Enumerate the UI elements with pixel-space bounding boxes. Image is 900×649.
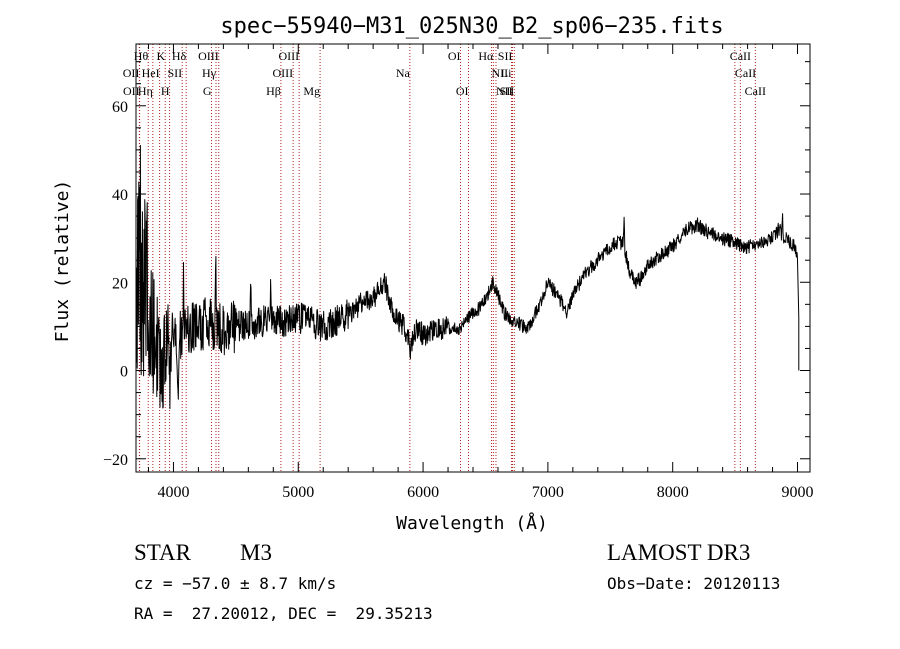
- line-marker-label: Hα: [478, 49, 494, 63]
- x-tick-label: 7000: [532, 484, 564, 501]
- line-markers: [138, 44, 756, 472]
- survey-name: LAMOST DR3: [607, 540, 750, 565]
- x-tick-label: 6000: [407, 484, 439, 501]
- line-marker-label: Na: [396, 66, 411, 80]
- y-tick-label: 60: [112, 99, 128, 116]
- observation-date: Obs−Date: 20120113: [607, 574, 780, 593]
- spectrum-line: [135, 145, 800, 410]
- line-marker-label: OII: [123, 84, 140, 98]
- y-tick-label: 40: [112, 187, 128, 204]
- line-marker-label: Hη: [138, 84, 153, 98]
- x-axis-label: Wavelength (Å): [396, 512, 548, 534]
- line-marker-label: HeI: [142, 66, 160, 80]
- line-marker-label: OII: [123, 66, 140, 80]
- line-marker-label: NII: [491, 66, 508, 80]
- x-tick-label: 8000: [657, 484, 689, 501]
- x-tick-labels: 4000 5000 6000 7000 8000 9000: [157, 484, 813, 501]
- y-tick-label: 0: [120, 364, 128, 381]
- plot-area-frame: [135, 43, 811, 473]
- line-marker-label: SII: [500, 84, 515, 98]
- x-tick-label: 9000: [782, 484, 814, 501]
- line-marker-label: SII: [168, 66, 183, 80]
- line-marker-label: Hθ: [134, 49, 149, 63]
- y-tick-labels: −20 0 20 40 60: [103, 99, 128, 469]
- line-marker-labels: Hθ OII OII K Hη HeI SII H Hδ OIII Hγ G Hβ OIII OIII Mg N…: [123, 49, 766, 98]
- line-marker-label: CaII: [745, 84, 766, 98]
- line-marker-label: Hγ: [202, 66, 217, 80]
- line-marker-label: OIII: [278, 49, 299, 63]
- line-marker-label: OIII: [272, 66, 293, 80]
- line-marker-label: K: [157, 49, 166, 63]
- y-tick-label: 20: [112, 275, 128, 292]
- object-subclass: M3: [240, 540, 272, 565]
- line-marker-label: Mg: [303, 84, 320, 98]
- y-axis-label: Flux (relative): [52, 180, 73, 343]
- line-marker-label: NII: [496, 84, 513, 98]
- axis-ticks: [136, 44, 810, 472]
- line-marker-label: H: [161, 84, 170, 98]
- x-tick-label: 5000: [282, 484, 314, 501]
- object-class: STAR: [134, 540, 192, 565]
- ra-dec-coordinates: RA = 27.20012, DEC = 29.35213: [134, 604, 433, 623]
- line-marker-label: CaII: [730, 49, 751, 63]
- y-tick-label: −20: [103, 452, 128, 469]
- line-marker-label: Hβ: [266, 84, 281, 98]
- x-tick-label: 4000: [157, 484, 189, 501]
- chart-title: spec−55940−M31_025N30_B2_sp06−235.fits: [220, 14, 723, 39]
- redshift-velocity: cz = −57.0 ± 8.7 km/s: [134, 574, 336, 593]
- line-marker-label: OI: [456, 84, 469, 98]
- line-marker-label: CaII: [735, 66, 756, 80]
- line-marker-label: SII: [498, 49, 513, 63]
- line-marker-label: Li: [501, 66, 512, 80]
- line-marker-label: Hδ: [172, 49, 187, 63]
- line-marker-label: OIII: [198, 49, 219, 63]
- line-marker-label: G: [203, 84, 212, 98]
- line-marker-label: OI: [448, 49, 461, 63]
